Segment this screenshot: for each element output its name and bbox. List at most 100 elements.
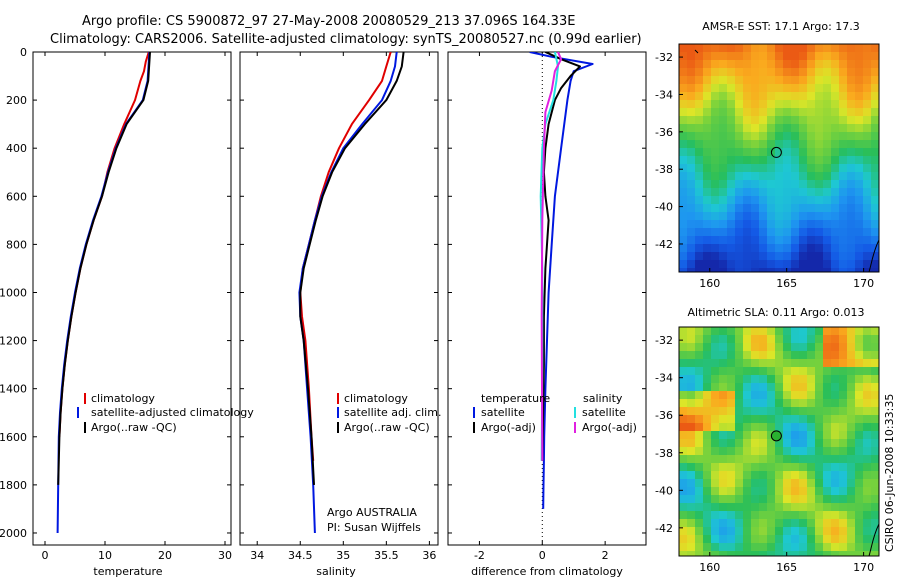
heatmap-cell: [695, 351, 703, 359]
heatmap-cell: [775, 148, 783, 156]
heatmap-cell: [847, 92, 855, 100]
heatmap-cell: [719, 220, 727, 228]
heatmap-cell: [711, 391, 719, 399]
y-tick-label: -40: [655, 201, 673, 214]
heatmap-cell: [799, 335, 807, 343]
heatmap-cell: [807, 407, 815, 415]
heatmap-cell: [759, 228, 767, 236]
heatmap-cell: [855, 164, 863, 172]
heatmap-cell: [823, 407, 831, 415]
heatmap-cell: [815, 407, 823, 415]
heatmap-cell: [687, 383, 695, 391]
y-tick-label: -36: [655, 126, 673, 139]
heatmap-cell: [807, 551, 815, 556]
heatmap-cell: [687, 44, 695, 52]
heatmap-cell: [863, 535, 871, 543]
heatmap-cell: [703, 551, 711, 556]
heatmap-cell: [815, 327, 823, 335]
heatmap-cell: [871, 212, 879, 220]
heatmap-cell: [711, 268, 719, 272]
heatmap-cell: [807, 132, 815, 140]
heatmap-cell: [735, 551, 743, 556]
heatmap-cell: [687, 551, 695, 556]
heatmap-cell: [831, 220, 839, 228]
heatmap-cell: [807, 92, 815, 100]
heatmap-cell: [823, 511, 831, 519]
heatmap-cell: [743, 527, 751, 535]
heatmap-cell: [823, 44, 831, 52]
heatmap-cell: [831, 164, 839, 172]
heatmap-cell: [687, 519, 695, 527]
heatmap-cell: [831, 252, 839, 260]
float-location-marker: [770, 430, 782, 442]
heatmap-cell: [831, 407, 839, 415]
series-line-satellite-adjusted-climatology: [56, 52, 151, 534]
heatmap-cell: [807, 204, 815, 212]
heatmap-cell: [831, 503, 839, 511]
heatmap-cell: [775, 327, 783, 335]
heatmap-cell: [711, 124, 719, 132]
heatmap-cell: [823, 228, 831, 236]
heatmap-cell: [735, 503, 743, 511]
heatmap-cell: [791, 228, 799, 236]
heatmap-cell: [783, 244, 791, 252]
heatmap-cell: [839, 455, 847, 463]
heatmap-cell: [807, 100, 815, 108]
heatmap-cell: [759, 92, 767, 100]
heatmap-cell: [791, 220, 799, 228]
heatmap-cell: [791, 164, 799, 172]
legend-label-sal-satellite: satellite: [582, 406, 626, 419]
heatmap-cell: [727, 479, 735, 487]
heatmap-cell: [695, 92, 703, 100]
heatmap-cell: [679, 84, 687, 92]
heatmap-cell: [703, 463, 711, 471]
heatmap-cell: [727, 252, 735, 260]
heatmap-cell: [703, 236, 711, 244]
heatmap-cell: [823, 100, 831, 108]
heatmap-cell: [695, 447, 703, 455]
heatmap-cell: [815, 447, 823, 455]
heatmap-cell: [871, 140, 879, 148]
heatmap-cell: [855, 148, 863, 156]
heatmap-cell: [711, 471, 719, 479]
heatmap-cell: [815, 527, 823, 535]
heatmap-cell: [855, 268, 863, 272]
heatmap-cell: [687, 148, 695, 156]
heatmap-cell: [847, 164, 855, 172]
heatmap-cell: [871, 527, 879, 535]
heatmap-cell: [783, 260, 791, 268]
heatmap-cell: [759, 327, 767, 335]
heatmap-cell: [727, 383, 735, 391]
heatmap-cell: [807, 471, 815, 479]
heatmap-cell: [727, 359, 735, 367]
heatmap-cell: [863, 527, 871, 535]
heatmap-cell: [839, 375, 847, 383]
heatmap-cell: [695, 391, 703, 399]
heatmap-cell: [839, 172, 847, 180]
heatmap-cell: [783, 351, 791, 359]
heatmap-cell: [703, 92, 711, 100]
heatmap-cell: [679, 479, 687, 487]
heatmap-cell: [783, 68, 791, 76]
heatmap-cell: [855, 252, 863, 260]
heatmap-cell: [751, 543, 759, 551]
heatmap-cell: [719, 463, 727, 471]
heatmap-cell: [719, 423, 727, 431]
heatmap-cell: [703, 455, 711, 463]
heatmap-cell: [791, 351, 799, 359]
heatmap-cell: [815, 244, 823, 252]
heatmap-cell: [775, 220, 783, 228]
heatmap-cell: [783, 503, 791, 511]
heatmap-cell: [855, 495, 863, 503]
heatmap-cell: [831, 196, 839, 204]
heatmap-cell: [775, 236, 783, 244]
heatmap-cell: [855, 415, 863, 423]
heatmap-cell: [703, 268, 711, 272]
heatmap-cell: [719, 212, 727, 220]
heatmap-cell: [743, 503, 751, 511]
heatmap-cell: [783, 343, 791, 351]
heatmap-cell: [839, 471, 847, 479]
heatmap-cell: [703, 439, 711, 447]
heatmap-cell: [759, 519, 767, 527]
heatmap-cell: [831, 236, 839, 244]
